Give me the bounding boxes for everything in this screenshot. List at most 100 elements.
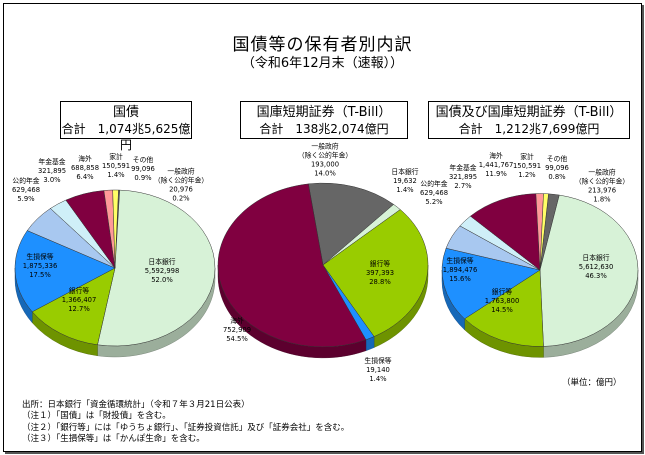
chart-subtitle: （令和6年12月末（速報）） (241, 56, 404, 71)
pie-1-title: 国債 (112, 105, 139, 120)
pie-1-label-government-sublabel: （除く公的年金） (154, 176, 208, 185)
pie-1-label-public_pension-label: 公的年金 (12, 176, 39, 185)
pie-3-label-government: 一般政府（除く公的年金） 213,976 1.8% (575, 168, 629, 204)
pie-1-label-pension_fund: 年金基金 321,895 3.0% (38, 157, 66, 184)
pie-1: 日本銀行 5,592,998 52.0%銀行等 1,366,407 12.7%生損保等 1… (12, 152, 216, 358)
pie-2-label-insurers-pct: 1.4% (369, 375, 387, 383)
pie-1-label-insurers-value_text: 1,875,336 (23, 262, 58, 270)
pie-1-label-household-label: 家計 (109, 152, 123, 161)
pie-3-label-insurers-label: 生損保等 (446, 256, 473, 265)
pie-2-label-boj-label: 日本銀行 (391, 167, 418, 176)
pie-1-label-overseas-value_text: 688,858 (71, 164, 99, 172)
pie-3-label-household-label: 家計 (520, 152, 534, 161)
pie-1-label-banks-pct: 12.7% (68, 305, 90, 313)
pie-3-total: 合計 1,212兆7,699億円 (458, 122, 600, 136)
pie-1-label-banks-label: 銀行等 (69, 286, 90, 295)
pie-3-header: 国債及び国庫短期証券（T-Bill） 合計 1,212兆7,699億円 (428, 101, 630, 139)
pie-3-label-household-pct: 1.2% (518, 171, 536, 179)
pie-2-label-overseas-label: 海外 (230, 316, 244, 325)
pie-1-label-government: 一般政府（除く公的年金） 20,976 0.2% (154, 167, 208, 203)
pie-3-label-government-label: 一般政府 (588, 168, 615, 177)
pie-1-label-banks-value_text: 1,366,407 (62, 296, 97, 304)
source-note: 出所：日本銀行「資金循環統計」（令和７年３月21日公表） (22, 400, 250, 410)
pie-3-label-banks-label: 銀行等 (492, 287, 513, 296)
pie-1-label-other-label: その他 (133, 155, 154, 164)
pie-1-label-pension_fund-value_text: 321,895 (38, 167, 66, 175)
pie-3-label-public_pension: 公的年金 629,468 5.2% (420, 179, 448, 206)
pie-1-label-household: 家計 150,591 1.4% (102, 152, 130, 179)
pie-2-label-government: 一般政府（除く公的年金） 193,000 14.0% (298, 142, 352, 178)
pie-1-total: 合計 1,074兆5,625億円 (61, 122, 191, 152)
pie-1-label-pension_fund-label: 年金基金 (38, 157, 65, 166)
pie-1-label-household-pct: 1.4% (107, 171, 125, 179)
pie-1-label-overseas: 海外 688,858 6.4% (71, 154, 99, 181)
unit-note: （単位：億円） (562, 378, 622, 388)
note-1: （注１）「国債」は「財投債」を含む。 (22, 411, 171, 422)
pie-3-label-other-value_text: 99,096 (545, 164, 569, 172)
note-3: （注３）「生損保等」は「かんぽ生命」を含む。 (22, 433, 205, 444)
pie-2-slice-government (308, 182, 395, 266)
pie-3-label-government-pct: 1.8% (593, 196, 611, 204)
pie-1-slice-insurers (14, 230, 116, 313)
pie-3-label-pension_fund-label: 年金基金 (449, 163, 476, 172)
pie-3-label-public_pension-value_text: 629,468 (420, 189, 448, 197)
pie-2-title: 国庫短期証券（T-Bill） (256, 105, 392, 120)
pie-3-label-household: 家計 150,591 1.2% (513, 152, 541, 179)
pie-3-slice-insurers (441, 247, 541, 320)
pie-3-label-other: その他 99,096 0.8% (545, 154, 569, 181)
pie-2-label-overseas-pct: 54.5% (226, 335, 248, 343)
pie-3-slice-overseas (470, 193, 541, 271)
pie-1-header: 国債 合計 1,074兆5,625億円 (60, 101, 192, 152)
pie-2-label-boj-pct: 1.4% (396, 186, 414, 194)
pie-1-label-boj: 日本銀行 5,592,998 52.0% (145, 257, 180, 284)
pie-2-label-government-pct: 14.0% (314, 170, 336, 178)
notes-block: 出所：日本銀行「資金循環統計」（令和７年３月21日公表） （注１）「国債」は「財… (22, 400, 349, 445)
pie-1-label-public_pension-pct: 5.9% (17, 195, 35, 203)
pie-3-label-insurers-value_text: 1,894,476 (443, 266, 478, 274)
pie-3-label-other-label: その他 (547, 154, 568, 163)
pie-3-label-government-sublabel: （除く公的年金） (575, 177, 629, 186)
pie-2-label-banks-pct: 28.8% (369, 278, 391, 286)
pie-3-label-pension_fund-pct: 2.7% (454, 182, 472, 190)
pie-2-label-boj-value_text: 19,632 (393, 177, 417, 185)
pie-1-label-other-value_text: 99,096 (131, 165, 155, 173)
pie-3-label-banks-pct: 14.5% (491, 306, 513, 314)
pie-1-slice-other (112, 189, 119, 269)
pie-3: 日本銀行 5,612,630 46.3%銀行等 1,763,800 14.5%生損保等 1… (420, 151, 639, 358)
pie-1-label-overseas-pct: 6.4% (76, 173, 94, 181)
pie-1-label-boj-value_text: 5,592,998 (145, 267, 180, 275)
pie-3-label-insurers: 生損保等 1,894,476 15.6% (443, 256, 478, 283)
pie-3-label-insurers-pct: 15.6% (449, 275, 471, 283)
pie-2-label-banks-value_text: 397,393 (366, 269, 394, 277)
pie-3-label-boj-pct: 46.3% (585, 272, 607, 280)
pie-1-label-public_pension-value_text: 629,468 (12, 186, 40, 194)
pie-1-label-boj-pct: 52.0% (151, 276, 173, 284)
pie-3-title: 国債及び国庫短期証券（T-Bill） (435, 105, 623, 120)
pie-1-label-insurers-label: 生損保等 (26, 252, 53, 261)
pie-3-label-other-pct: 0.8% (548, 173, 566, 181)
pie-2-label-insurers-label: 生損保等 (364, 356, 391, 365)
pie-2-label-government-label: 一般政府 (311, 142, 338, 151)
pie-1-label-pension_fund-pct: 3.0% (43, 176, 61, 184)
pie-2-header: 国庫短期証券（T-Bill） 合計 138兆2,074億円 (240, 101, 408, 139)
pie-1-label-public_pension: 公的年金 629,468 5.9% (12, 176, 40, 203)
pie-3-label-banks-value_text: 1,763,800 (485, 297, 520, 305)
pie-3-label-public_pension-pct: 5.2% (425, 198, 443, 206)
pie-2-slice-overseas (217, 183, 367, 348)
pie-1-label-banks: 銀行等 1,366,407 12.7% (62, 286, 97, 313)
note-2: （注２）「銀行等」には「ゆうちょ銀行」、「証券投資信託」及び「証券会社」を含む。 (22, 422, 350, 433)
pie-3-label-banks: 銀行等 1,763,800 14.5% (485, 287, 520, 314)
pie-1-label-insurers: 生損保等 1,875,336 17.5% (23, 252, 58, 279)
pie-3-slice-banks (464, 269, 544, 347)
pie-1-label-overseas-label: 海外 (78, 154, 92, 163)
pie-2-label-government-sublabel: （除く公的年金） (298, 151, 352, 160)
pie-3-label-public_pension-label: 公的年金 (420, 179, 447, 188)
pie-1-label-insurers-pct: 17.5% (29, 271, 51, 279)
pie-2-label-boj: 日本銀行 19,632 1.4% (391, 167, 418, 194)
pie-3-label-government-value_text: 213,976 (588, 187, 616, 195)
pie-1-label-other-pct: 0.9% (134, 174, 152, 182)
pie-2-label-insurers: 生損保等 19,140 1.4% (364, 356, 391, 383)
pie-3-label-overseas-value_text: 1,441,767 (479, 161, 514, 169)
pie-3-label-overseas: 海外 1,441,767 11.9% (479, 151, 514, 178)
